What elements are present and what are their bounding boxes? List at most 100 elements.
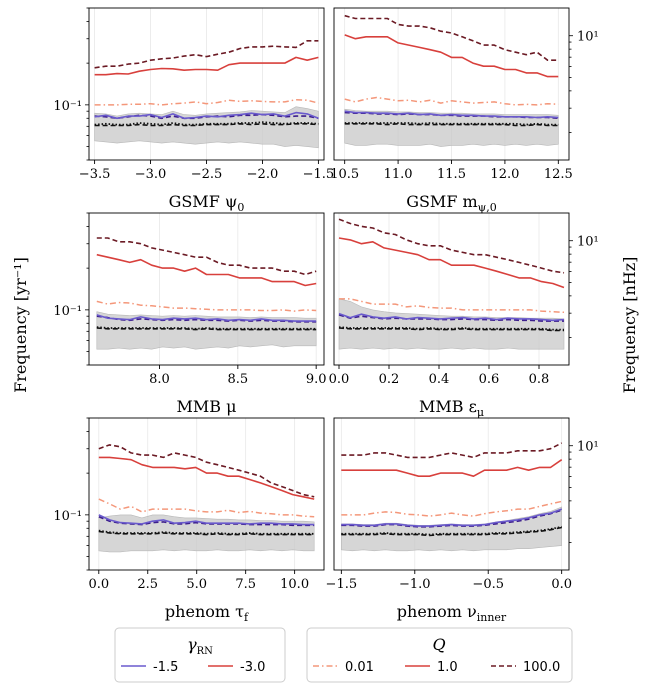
axes-frame	[88, 417, 325, 571]
series-line-black-dotted	[98, 529, 315, 535]
x-tick-label: −1.5	[326, 577, 358, 592]
series-line-q-1-0	[338, 237, 565, 289]
plot-area	[341, 442, 563, 552]
x-tick-label: 8.0	[149, 372, 170, 387]
series-line-q-0-01	[341, 500, 562, 517]
legend-label-q-1.0: 1.0	[437, 660, 458, 675]
legend-q-frame	[306, 627, 573, 683]
series-line-q-100-0	[98, 444, 315, 498]
x-tick-label: 0.4	[429, 372, 450, 387]
x-tick-label: 0.6	[479, 372, 500, 387]
x-axis-label: phenom νinner	[397, 602, 507, 624]
series-line-q-0-01	[98, 498, 315, 518]
series-line-q-1-0	[98, 456, 315, 500]
series-line-q-1-0	[344, 34, 559, 78]
series-line-q-100-0	[338, 218, 565, 274]
x-tick-label: 2.5	[137, 577, 158, 592]
uncertainty-band	[344, 108, 559, 147]
x-tick-label: 7.5	[235, 577, 256, 592]
legend-gamma-title: γRN	[187, 635, 213, 657]
panel-6: −1.5 −1.0 −0.5 0.0 phenom νinner 10¹	[326, 417, 599, 624]
x-tick-label: 0.0	[88, 577, 109, 592]
series-line-black-dotted	[338, 326, 564, 331]
series-line-gamma-1-5	[94, 111, 319, 120]
x-axis-label: MMB μ	[176, 397, 236, 416]
x-tick-label: −0.5	[472, 577, 504, 592]
y-axis-label-right: Frequency [nHz]	[620, 257, 639, 394]
x-tick-label: −3.0	[135, 167, 167, 182]
axes-frame	[333, 417, 570, 571]
y-tick-label: 10⁻¹	[53, 99, 82, 114]
series-line-black-dashed	[341, 526, 562, 537]
legend-label-q-100: 100.0	[523, 660, 560, 675]
y-right-tick-label: 10¹	[577, 440, 599, 455]
series-line-q-1-0	[96, 253, 317, 287]
plot-area	[344, 14, 559, 147]
series-line-black-dotted	[344, 122, 559, 126]
y-tick-label: 10⁻¹	[53, 509, 82, 524]
y-tick-label: 10⁻¹	[53, 304, 82, 319]
x-tick-label: −1.0	[399, 577, 431, 592]
series-line-q-100-0	[341, 442, 563, 459]
x-tick-label: −2.0	[247, 167, 279, 182]
x-tick-label: 12.0	[490, 167, 519, 182]
panel-2: 10.5 11.0 11.5 12.0 12.5 GSMF mψ,0 10¹	[330, 7, 599, 214]
series-line-gamma-1-5	[96, 314, 317, 322]
panel-4: 0.0 0.2 0.4 0.6 0.8 MMB εμ 10¹	[329, 212, 599, 419]
y-axis-label-left: Frequency [yr⁻¹]	[11, 257, 30, 393]
x-tick-label: −2.5	[191, 167, 223, 182]
legend-label-gamma-1.5: -1.5	[153, 660, 178, 675]
panel-3: 8.0 8.5 9.0 MMB μ 10⁻¹	[53, 212, 327, 416]
legend-label-gamma-3.0: -3.0	[240, 660, 265, 675]
series-line-dark-dashed	[338, 314, 564, 322]
x-tick-label: 0.0	[329, 372, 350, 387]
x-tick-label: −3.5	[79, 167, 111, 182]
x-tick-label: 0.2	[379, 372, 400, 387]
x-axis-label: GSMF mψ,0	[406, 192, 497, 214]
x-tick-label: 9.0	[306, 372, 327, 387]
legend-gamma-frame	[114, 627, 286, 683]
x-tick-label: 11.0	[384, 167, 413, 182]
x-tick-label: 12.5	[544, 167, 573, 182]
x-tick-label: 11.5	[437, 167, 466, 182]
uncertainty-band	[338, 298, 565, 350]
plot-area	[94, 40, 319, 149]
y-right-tick-label: 10¹	[577, 235, 599, 250]
series-line-q-0-01	[344, 96, 559, 106]
legend-q: Q 0.01 1.0 100.0	[306, 627, 573, 683]
series-line-q-0-01	[96, 300, 317, 312]
y-right-tick-label: 10¹	[577, 30, 599, 45]
series-line-gamma-1-5	[98, 514, 315, 526]
plot-area	[96, 237, 317, 350]
x-tick-label: 10.5	[330, 167, 359, 182]
series-line-black-dotted	[94, 121, 319, 126]
x-tick-label: 0.0	[551, 577, 572, 592]
legend-label-q-0.01: 0.01	[345, 660, 374, 675]
panel-1: −3.5 −3.0 −2.5 −2.0 −1.5 GSMF ψ0 10⁻¹	[53, 7, 335, 214]
series-line-gamma-1-5	[341, 508, 562, 527]
series-line-black-dashed	[344, 123, 559, 127]
x-tick-label: 0.8	[529, 372, 550, 387]
series-line-q-0-01	[94, 98, 319, 106]
x-tick-label: 5.0	[186, 577, 207, 592]
series-line-q-100-0	[96, 237, 317, 276]
series-line-q-1-0	[94, 56, 319, 76]
legend-gamma: γRN -1.5 -3.0	[114, 627, 286, 683]
x-tick-label: 8.5	[227, 372, 248, 387]
x-tick-label: −1.5	[303, 167, 335, 182]
x-tick-label: 10.0	[280, 577, 309, 592]
axes-frame	[88, 212, 325, 366]
plot-area	[98, 444, 315, 553]
uncertainty-band	[94, 106, 319, 149]
axes-frame	[333, 212, 570, 366]
series-line-gamma-1-5	[338, 312, 565, 322]
x-axis-label: MMB εμ	[419, 397, 484, 419]
uncertainty-band	[96, 311, 317, 350]
x-axis-label: GSMF ψ0	[169, 192, 245, 214]
series-line-q-0-01	[339, 298, 565, 314]
series-line-q-1-0	[341, 459, 563, 477]
panel-5: 0.0 2.5 5.0 7.5 10.0 phenom τf 10⁻¹	[53, 417, 325, 624]
x-axis-label: phenom τf	[165, 602, 249, 624]
legend-q-title: Q	[432, 635, 445, 654]
